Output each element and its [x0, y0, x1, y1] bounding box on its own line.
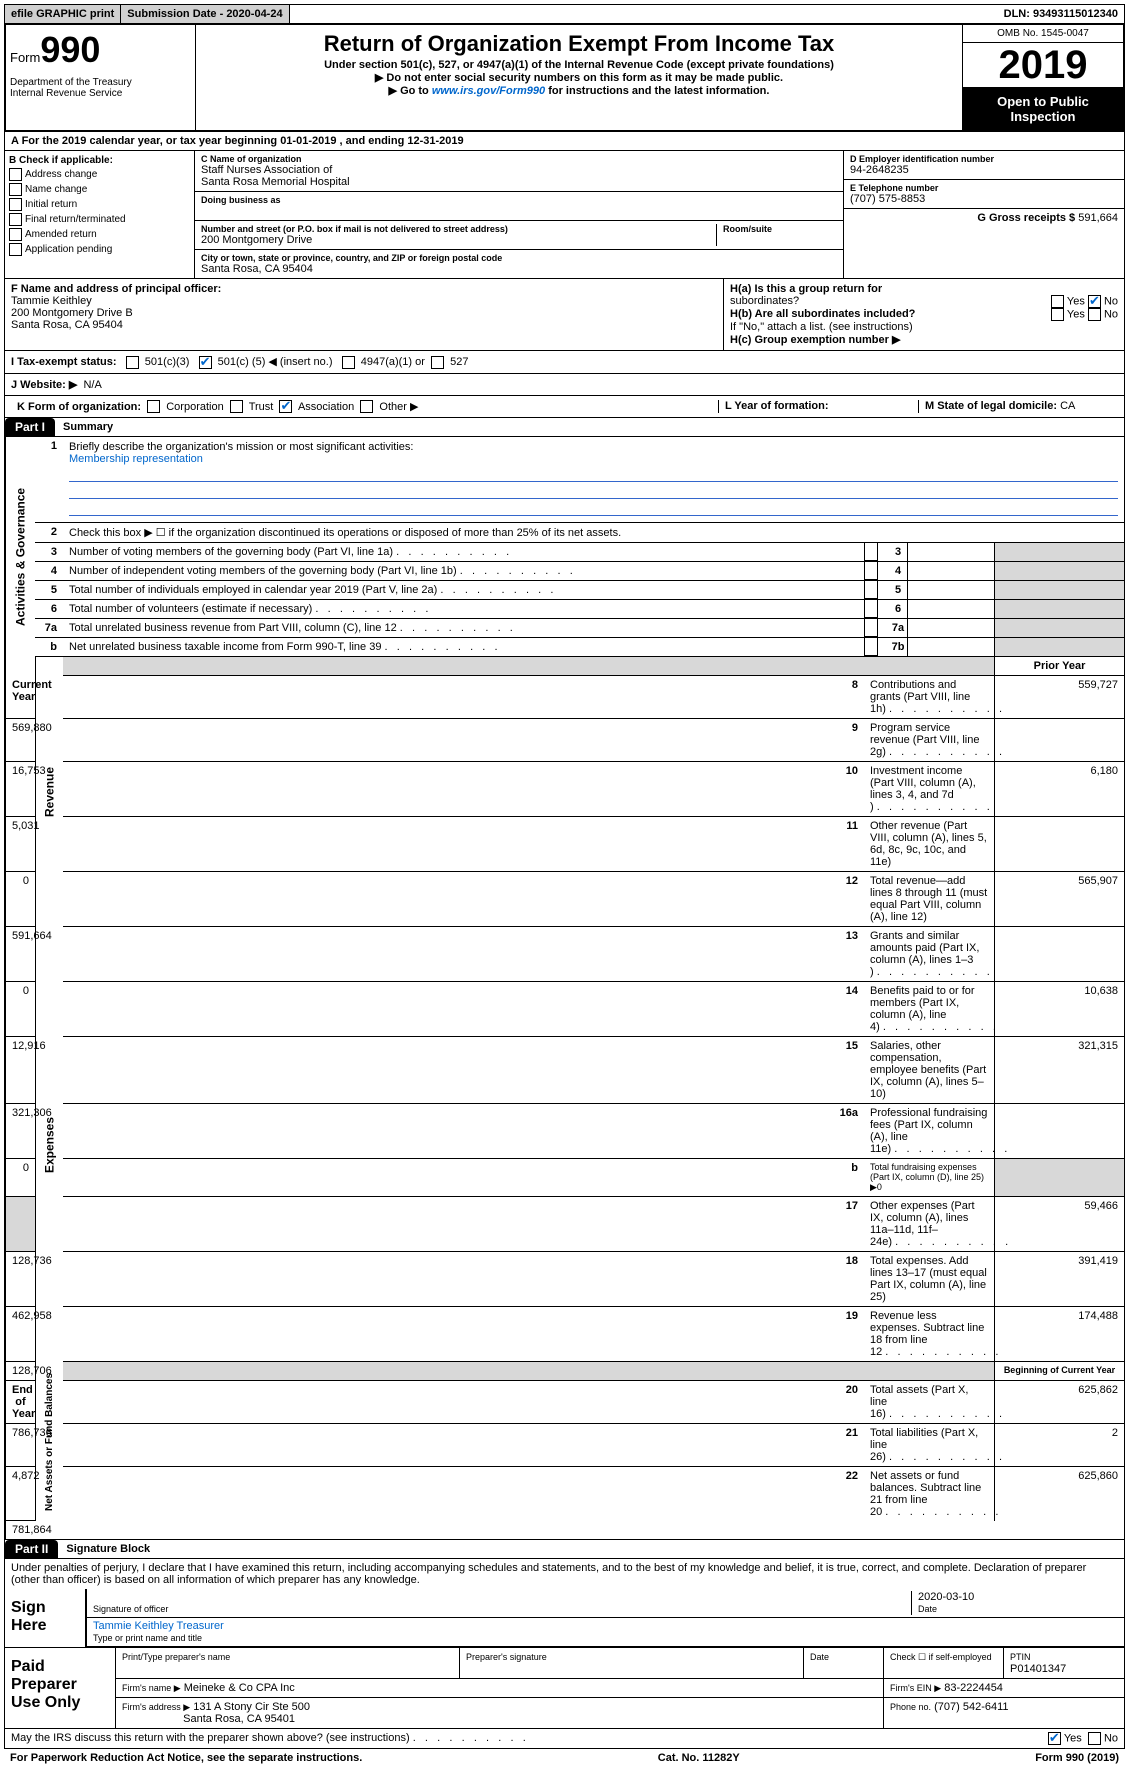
box-f: F Name and address of principal officer:…	[5, 279, 724, 350]
omb-number: OMB No. 1545-0047	[963, 25, 1123, 43]
side-net-assets: Net Assets or Fund Balances	[35, 1362, 63, 1521]
gross-receipts: 591,664	[1078, 212, 1118, 224]
note-1: ▶ Do not enter social security numbers o…	[200, 71, 958, 84]
officer-group-section: F Name and address of principal officer:…	[4, 279, 1125, 351]
open-public-badge: Open to Public Inspection	[963, 88, 1123, 130]
line-a: A For the 2019 calendar year, or tax yea…	[4, 132, 1125, 151]
identity-section: B Check if applicable: Address change Na…	[4, 151, 1125, 279]
department: Department of the Treasury Internal Reve…	[10, 71, 191, 99]
officer-name: Tammie Keithley Treasurer	[93, 1620, 224, 1632]
footer-bar: For Paperwork Reduction Act Notice, see …	[4, 1749, 1125, 1767]
side-activities-governance: Activities & Governance	[5, 437, 35, 676]
k-l-m-row: K Form of organization: Corporation Trus…	[4, 396, 1125, 419]
submission-date: Submission Date - 2020-04-24	[121, 5, 289, 23]
tax-year: 2019	[963, 43, 1123, 88]
box-d-e-g: D Employer identification number 94-2648…	[844, 151, 1124, 278]
website-row: J Website: ▶ N/A	[4, 374, 1125, 396]
form-title: Return of Organization Exempt From Incom…	[200, 31, 958, 57]
side-expenses: Expenses	[35, 927, 63, 1362]
ein: 94-2648235	[850, 164, 1118, 176]
form-header: Form990 Department of the Treasury Inter…	[4, 24, 1125, 132]
sign-here-label: Sign Here	[5, 1589, 85, 1647]
signature-block: Under penalties of perjury, I declare th…	[4, 1559, 1125, 1648]
part-1-header: Part I Summary	[4, 418, 1125, 437]
org-name: Staff Nurses Association of	[201, 164, 837, 176]
top-bar: efile GRAPHIC print Submission Date - 20…	[4, 4, 1125, 24]
box-b: B Check if applicable: Address change Na…	[5, 151, 195, 278]
city-state-zip: Santa Rosa, CA 95404	[201, 263, 837, 275]
summary-table: Activities & Governance 1 Briefly descri…	[4, 437, 1125, 1540]
paid-preparer-block: Paid Preparer Use Only Print/Type prepar…	[4, 1648, 1125, 1729]
efile-button[interactable]: efile GRAPHIC print	[5, 5, 121, 23]
dln: DLN: 93493115012340	[998, 5, 1124, 23]
street-address: 200 Montgomery Drive	[201, 234, 716, 246]
firm-name: Meineke & Co CPA Inc	[184, 1682, 295, 1694]
irs-link[interactable]: www.irs.gov/Form990	[432, 85, 545, 97]
perjury-declaration: Under penalties of perjury, I declare th…	[5, 1559, 1124, 1589]
telephone: (707) 575-8853	[850, 193, 1118, 205]
box-h: H(a) Is this a group return for subordin…	[724, 279, 1124, 350]
box-c: C Name of organization Staff Nurses Asso…	[195, 151, 844, 278]
note-2: ▶ Go to www.irs.gov/Form990 for instruct…	[200, 84, 958, 97]
tax-status-row: I Tax-exempt status: 501(c)(3) 501(c) (5…	[4, 351, 1125, 374]
side-revenue: Revenue	[35, 657, 63, 927]
mission-text: Membership representation	[69, 453, 203, 465]
part-2-header: Part II Signature Block	[4, 1540, 1125, 1559]
form-number: Form990	[10, 29, 191, 71]
irs-discuss-row: May the IRS discuss this return with the…	[4, 1729, 1125, 1749]
form-subtitle: Under section 501(c), 527, or 4947(a)(1)…	[200, 59, 958, 71]
